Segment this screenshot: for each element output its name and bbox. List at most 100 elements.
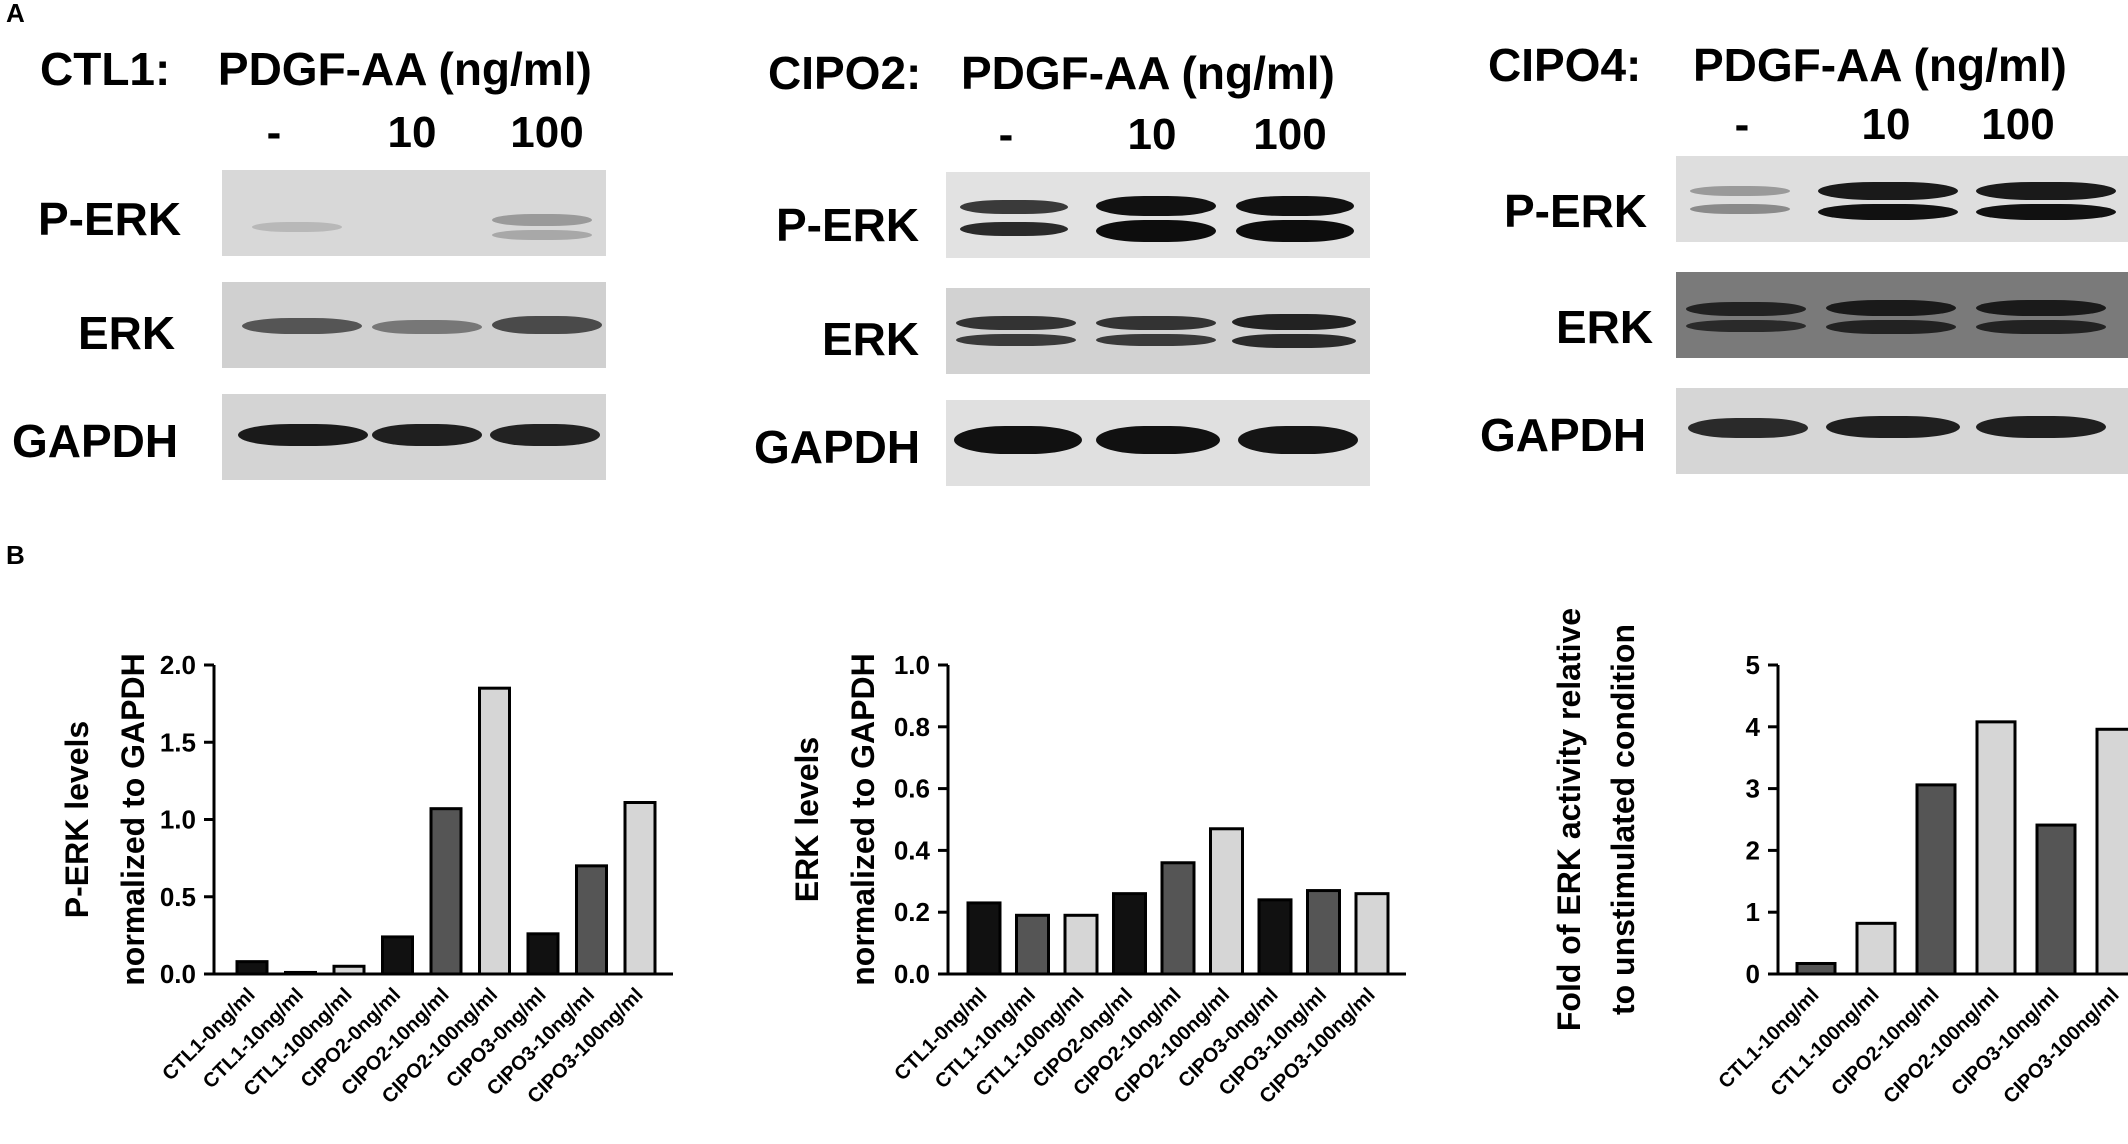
blot-band	[1232, 334, 1356, 348]
blot-band	[954, 426, 1082, 454]
blot-band	[1096, 220, 1216, 242]
blot-band	[1686, 302, 1806, 316]
x-tick-label: CIPO2-10ng/ml	[1827, 984, 1943, 1100]
blot-strip-p-erk	[1676, 156, 2128, 242]
bar	[1306, 889, 1341, 976]
bar	[235, 960, 269, 976]
row-label-p-erk: P-ERK	[1504, 185, 1648, 237]
bar	[1795, 961, 1837, 976]
bar	[284, 970, 317, 976]
y-tick-label: 1.0	[894, 650, 930, 680]
blot-band	[960, 222, 1068, 236]
dose-label: 10	[387, 108, 437, 157]
blot-title-ctl1: CTL1: PDGF-AA (ng/ml)	[40, 42, 592, 96]
y-tick-label: 1.0	[160, 805, 196, 835]
bar	[332, 964, 366, 976]
bar	[1257, 898, 1293, 976]
y-tick-label: 0.0	[160, 959, 196, 989]
blot-strip-p-erk	[222, 170, 606, 256]
bar	[1063, 913, 1099, 976]
blot-strip-gapdh	[1676, 388, 2128, 474]
blot-band	[1236, 220, 1354, 242]
blot-strip-gapdh	[222, 394, 606, 480]
cell-line-label: CIPO4:	[1488, 39, 1642, 91]
blot-band	[1976, 182, 2116, 200]
bar	[1209, 827, 1244, 976]
dose-label: 100	[1981, 100, 2055, 149]
x-tick-label: CIPO3-100ng/ml	[2000, 984, 2124, 1108]
blot-band	[492, 316, 602, 334]
y-tick-label: 0.2	[894, 897, 930, 927]
bar	[2035, 823, 2077, 976]
bar	[1015, 913, 1050, 976]
blot-band	[242, 318, 362, 334]
row-label-gapdh: GAPDH	[754, 421, 921, 473]
y-axis-label: normalized to GAPDH	[115, 653, 151, 985]
bar	[381, 935, 414, 976]
y-tick-label: 0.8	[894, 712, 930, 742]
blot-band	[238, 424, 368, 446]
row-label-erk: ERK	[78, 307, 176, 359]
treatment-label: PDGF-AA (ng/ml)	[1692, 39, 2067, 91]
blot-strip-gapdh	[946, 400, 1370, 486]
bar	[575, 864, 608, 976]
dose-label: 10	[1861, 100, 1911, 149]
bar	[1160, 861, 1196, 976]
dose-label: -	[1734, 100, 1750, 149]
bar	[2095, 727, 2128, 976]
y-tick-label: 2	[1746, 835, 1760, 865]
y-axis-label: to unstimulated condition	[1605, 624, 1641, 1015]
y-axis-label: P-ERK levels	[59, 721, 95, 918]
row-label-erk: ERK	[1556, 301, 1654, 353]
panel-label-b: B	[6, 540, 25, 570]
y-tick-label: 0.0	[894, 959, 930, 989]
blot-band	[1976, 204, 2116, 220]
x-tick-label: CTL1-10ng/ml	[1714, 984, 1823, 1093]
y-tick-label: 1.5	[160, 727, 196, 757]
cell-line-label: CIPO2:	[768, 47, 922, 99]
blot-band	[1690, 186, 1790, 196]
blot-band	[1826, 300, 1956, 316]
blot-band	[1826, 320, 1956, 334]
blot-strip-p-erk	[946, 172, 1370, 258]
x-tick-label: CTL1-100ng/ml	[1767, 984, 1884, 1101]
blot-band	[1818, 204, 1958, 220]
blot-band	[1096, 334, 1216, 346]
blot-band	[1236, 196, 1354, 216]
blot-strip-erk	[1676, 272, 2128, 358]
y-axis-label: ERK levels	[789, 737, 825, 902]
bar	[1112, 892, 1147, 976]
bar	[526, 932, 560, 976]
dose-label: 10	[1127, 110, 1177, 159]
blot-strip-erk	[946, 288, 1370, 374]
y-tick-label: 5	[1746, 650, 1760, 680]
blot-band	[956, 316, 1076, 330]
y-tick-label: 0.6	[894, 774, 930, 804]
dose-label: -	[998, 110, 1014, 159]
treatment-label: PDGF-AA (ng/ml)	[217, 43, 592, 95]
row-label-p-erk: P-ERK	[776, 199, 920, 251]
blot-band	[1232, 314, 1356, 330]
y-axis-label: Fold of ERK activity relative	[1551, 608, 1587, 1031]
row-label-erk: ERK	[822, 313, 920, 365]
y-tick-label: 3	[1746, 774, 1760, 804]
dose-label: 100	[1253, 110, 1327, 159]
y-tick-label: 0.5	[160, 882, 196, 912]
treatment-label: PDGF-AA (ng/ml)	[960, 47, 1335, 99]
y-tick-label: 2.0	[160, 650, 196, 680]
blot-strip-erk	[222, 282, 606, 368]
blot-band	[960, 200, 1068, 214]
blot-band	[1690, 204, 1790, 214]
row-label-p-erk: P-ERK	[38, 193, 182, 245]
blot-band	[1976, 300, 2106, 316]
bar	[1915, 783, 1957, 976]
bar	[623, 801, 657, 976]
bar	[478, 686, 511, 976]
y-tick-label: 0.4	[894, 835, 931, 865]
y-tick-label: 0	[1746, 959, 1760, 989]
blot-band	[1096, 316, 1216, 330]
blot-band	[1818, 182, 1958, 200]
blot-band	[372, 424, 482, 446]
row-label-gapdh: GAPDH	[1480, 409, 1647, 461]
